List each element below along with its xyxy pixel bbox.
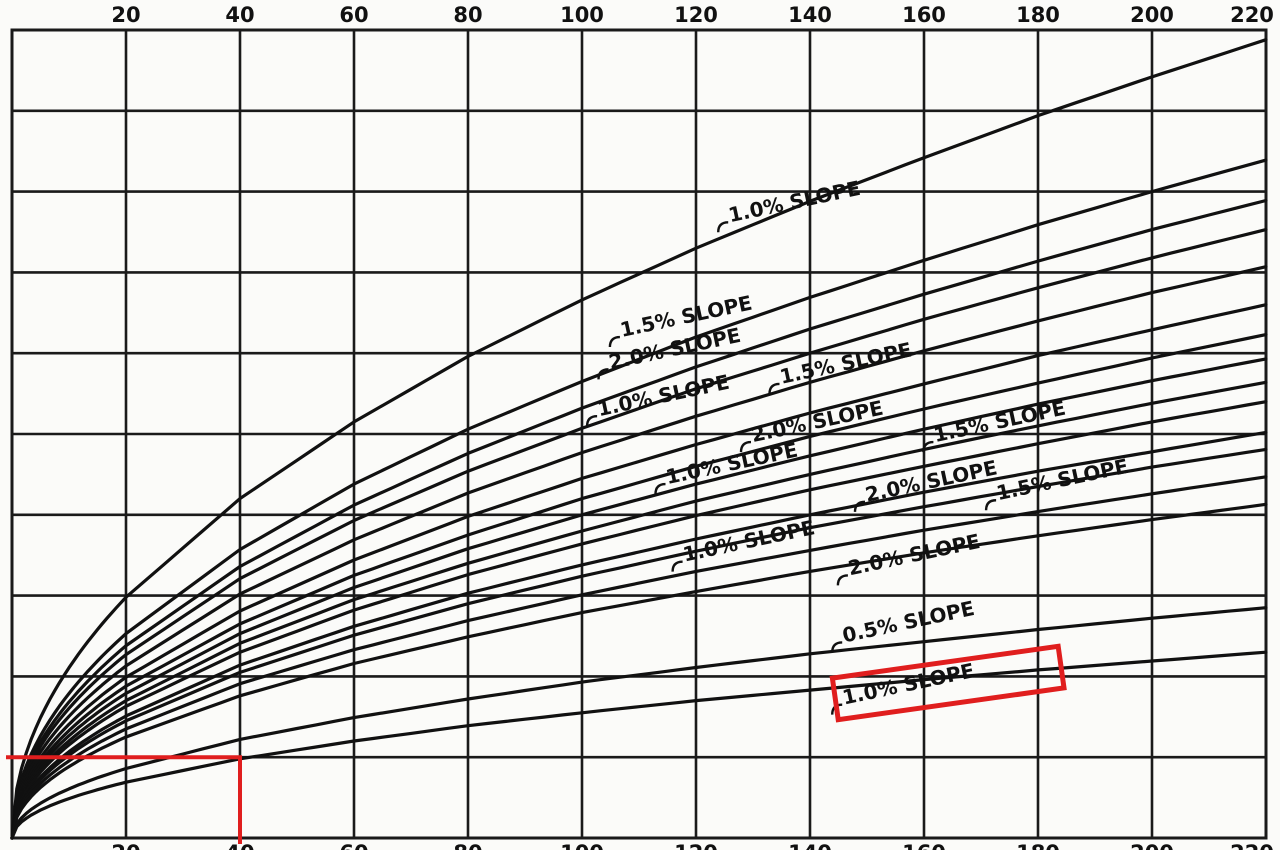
curve-series-8	[10, 357, 1268, 840]
curve-series-13	[10, 475, 1268, 840]
curve-series-11	[10, 430, 1268, 840]
x-tick-label-top: 100	[560, 3, 604, 27]
x-tick-label-top: 80	[453, 3, 482, 27]
curve-label-hook	[597, 368, 609, 380]
curve-label-5: 1.0% SLOPE	[585, 370, 731, 427]
curve-label-text: 1.5% SLOPE	[994, 454, 1130, 505]
x-tick-label-top: 60	[339, 3, 368, 27]
curve-series-15	[10, 606, 1268, 840]
x-tick-label-top: 20	[111, 3, 140, 27]
curve-label-hook	[853, 500, 866, 512]
curve-label-hook	[585, 415, 598, 427]
curve-series-5	[10, 265, 1268, 840]
x-tick-label-top: 160	[902, 3, 946, 27]
x-tick-label-top: 40	[225, 3, 254, 27]
curve-label-hook	[671, 560, 683, 572]
curve-series-12	[10, 447, 1268, 840]
x-tick-label-bottom: 180	[1016, 841, 1060, 850]
annotation-layer	[6, 643, 1067, 844]
curve-label-text: 2.0% SLOPE	[846, 529, 982, 580]
curve-series-2	[10, 158, 1268, 840]
curve-series-10	[10, 400, 1268, 840]
x-tick-label-top: 120	[674, 3, 718, 27]
curve-label-hook	[922, 440, 934, 453]
curve-series-3	[10, 198, 1268, 840]
x-tick-label-top: 220	[1230, 3, 1274, 27]
curve-series-14	[10, 502, 1268, 840]
x-tick-label-bottom: 100	[560, 841, 604, 850]
curve-label-hook	[608, 335, 620, 348]
x-tick-label-bottom: 60	[339, 841, 368, 850]
tick-label-layer: 2040608010012014016018020022020406080100…	[111, 3, 1274, 854]
curve-label-text: 2.0% SLOPE	[749, 396, 885, 447]
x-tick-label-bottom: 80	[453, 841, 482, 850]
x-tick-label-bottom: 160	[902, 841, 946, 850]
curve-label-hook	[768, 382, 780, 394]
x-tick-label-top: 200	[1130, 3, 1174, 27]
curve-label-text: 1.0% SLOPE	[726, 176, 862, 227]
curve-series-9	[10, 380, 1268, 840]
x-tick-label-bottom: 120	[674, 841, 718, 850]
curve-label-hook	[831, 641, 843, 653]
x-tick-label-bottom: 220	[1230, 841, 1274, 850]
curve-label-10: 1.0% SLOPE	[654, 438, 800, 495]
x-tick-label-bottom: 20	[111, 841, 140, 850]
curve-label-hook	[654, 482, 666, 495]
curve-label-1: 1.0% SLOPE	[717, 176, 863, 233]
curve-label-hook	[984, 499, 997, 511]
curve-series-6	[10, 303, 1268, 840]
x-tick-label-bottom: 140	[788, 841, 832, 850]
x-tick-label-bottom: 200	[1130, 841, 1174, 850]
curve-series-7	[10, 333, 1268, 840]
curve-label-text: 1.5% SLOPE	[778, 337, 914, 388]
curve-label-hook	[739, 440, 752, 453]
x-tick-label-top: 180	[1016, 3, 1060, 27]
curve-label-text: 2.0% SLOPE	[863, 455, 999, 506]
highlight-box	[829, 643, 1067, 723]
curve-label-14: 2.0% SLOPE	[836, 529, 982, 586]
curve-label-text: 1.0% SLOPE	[681, 515, 817, 566]
curve-series-16	[10, 650, 1268, 840]
curve-series-1	[10, 38, 1268, 840]
curve-label-6: 1.5% SLOPE	[768, 337, 914, 394]
curve-series-4	[10, 228, 1268, 840]
highlight-bracket	[6, 755, 242, 844]
curve-label-hook	[717, 221, 729, 233]
curve-layer	[10, 38, 1268, 840]
x-tick-label-top: 140	[788, 3, 832, 27]
curve-label-hook	[836, 574, 848, 586]
